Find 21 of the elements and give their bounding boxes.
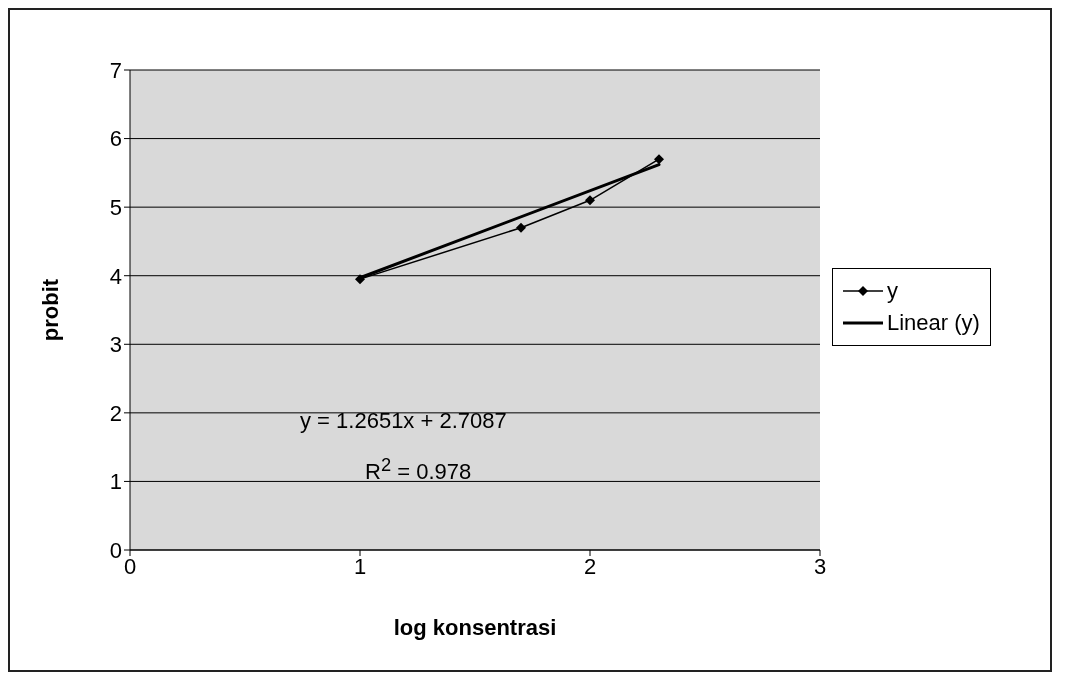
annotation: R$^{2}$ = 0.978 xyxy=(365,454,472,486)
x-tick-label: 3 xyxy=(813,553,827,579)
x-axis-title: log konsentrasi xyxy=(393,615,557,640)
y-axis-title: probit xyxy=(37,278,63,342)
x-tick-label: 1 xyxy=(353,553,367,579)
y-tick-label: 5 xyxy=(109,194,122,220)
annotation: y = 1.2651x + 2.7087 xyxy=(300,408,507,434)
y-tick-label: 7 xyxy=(109,57,122,83)
y-tick-label: 3 xyxy=(109,332,122,358)
point xyxy=(585,195,595,206)
y-tick-label: 4 xyxy=(109,263,122,289)
point xyxy=(355,274,365,285)
point xyxy=(654,154,664,165)
point xyxy=(516,222,526,233)
y-tick-label: 1 xyxy=(109,469,122,495)
y-tick-label: 0 xyxy=(109,537,122,563)
y-tick-label: 2 xyxy=(109,400,122,426)
x-tick-label: 2 xyxy=(583,553,597,579)
legend-label: y xyxy=(887,278,898,304)
y-tick-label: 6 xyxy=(109,126,122,152)
legend-label: Linear (y) xyxy=(887,310,980,336)
